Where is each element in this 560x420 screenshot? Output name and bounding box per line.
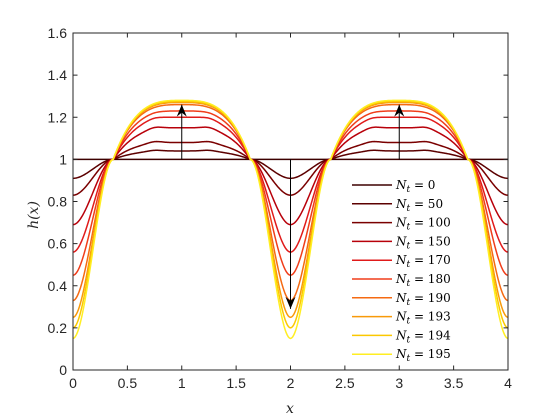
legend-entry-100: Nt = 100 (352, 216, 451, 233)
series-line-194 (72, 100, 509, 329)
legend-entry-50: Nt = 50 (352, 197, 443, 214)
series-line-193 (72, 101, 509, 319)
legend-label: Nt = 50 (395, 197, 443, 214)
legend-entry-150: Nt = 150 (352, 234, 451, 251)
series-line-195 (72, 99, 509, 340)
legend-entry-193: Nt = 193 (352, 310, 451, 327)
x-tick-label: 2 (287, 375, 295, 391)
arrow-layer (176, 104, 405, 309)
legend-label: Nt = 0 (395, 178, 435, 195)
y-tick-label: 1.4 (48, 67, 68, 83)
legend-label: Nt = 150 (395, 234, 451, 251)
x-tick-label: 0.5 (118, 375, 138, 391)
y-tick-label: 0.6 (48, 236, 68, 252)
x-tick-label: 1 (178, 375, 186, 391)
arrow-annotation-1 (394, 104, 405, 160)
y-tick-label: 0.4 (48, 278, 68, 294)
legend-label: Nt = 194 (395, 328, 451, 345)
legend-label: Nt = 180 (395, 272, 451, 289)
legend-entry-195: Nt = 195 (352, 347, 451, 364)
x-tick-label: 2.5 (335, 375, 355, 391)
ticks-layer: 0 0.5 1 1.5 2 2.5 3 3.5 4 0 0.2 0.4 0.6 0.8 1 1.2 1.4 1.6 (48, 25, 513, 391)
x-tick-label: 3 (395, 375, 403, 391)
x-tick-label: 4 (504, 375, 512, 391)
y-tick-label: 1.2 (48, 109, 68, 125)
arrow-annotation-2 (285, 159, 296, 309)
y-tick-label: 0 (59, 362, 67, 378)
x-tick-label: 3.5 (444, 375, 464, 391)
legend-entry-0: Nt = 0 (352, 178, 435, 195)
arrow-annotation-0 (176, 104, 187, 160)
y-tick-label: 1 (59, 151, 67, 167)
legend-label: Nt = 193 (395, 310, 451, 327)
legend-entry-190: Nt = 190 (352, 291, 451, 308)
legend-label: Nt = 170 (395, 253, 451, 270)
x-axis-label: x (286, 401, 294, 417)
legend-label: Nt = 195 (395, 347, 451, 364)
y-tick-label: 0.8 (48, 194, 68, 210)
x-tick-label: 1.5 (226, 375, 246, 391)
legend-entry-180: Nt = 180 (352, 272, 451, 289)
legend-label: Nt = 190 (395, 291, 451, 308)
legend-entry-170: Nt = 170 (352, 253, 451, 270)
legend-label: Nt = 100 (395, 216, 451, 233)
x-tick-label: 0 (69, 375, 77, 391)
legend-entry-194: Nt = 194 (352, 328, 451, 345)
y-tick-label: 1.6 (48, 25, 68, 41)
y-tick-label: 0.2 (48, 320, 68, 336)
y-axis-label: h(x) (26, 201, 42, 229)
